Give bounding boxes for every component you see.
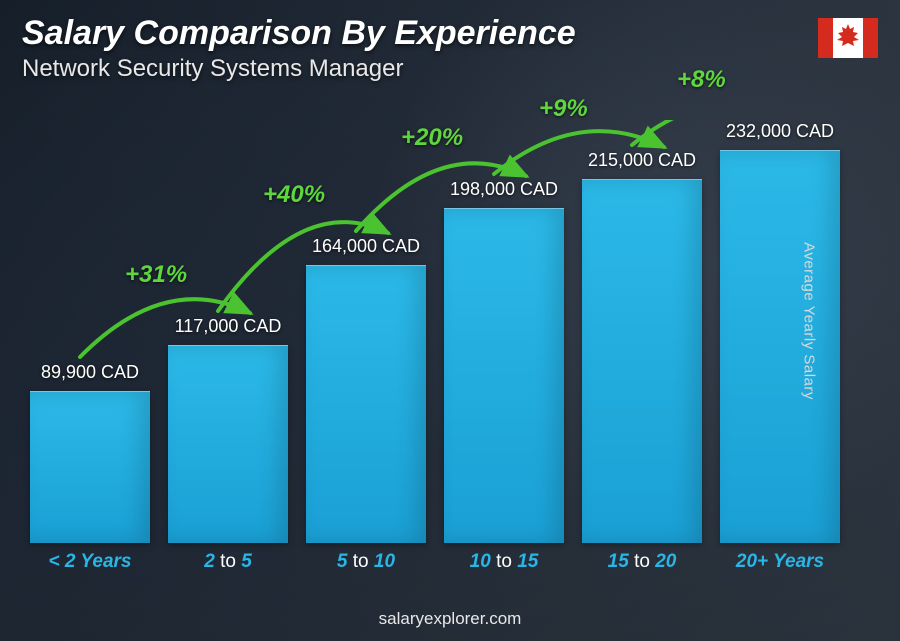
x-axis-label: 15 to 20 [582, 551, 702, 573]
header: Salary Comparison By Experience Network … [22, 14, 878, 83]
bar-slot: 117,000 CAD [168, 316, 288, 543]
bar-value-label: 117,000 CAD [175, 316, 282, 337]
bar [582, 179, 702, 543]
x-axis-label: 5 to 10 [306, 551, 426, 573]
bar-slot: 164,000 CAD [306, 236, 426, 543]
bar [444, 208, 564, 543]
x-axis-label: < 2 Years [30, 551, 150, 573]
bar-value-label: 232,000 CAD [726, 121, 834, 142]
x-axis-label: 2 to 5 [168, 551, 288, 573]
bar-value-label: 164,000 CAD [312, 236, 420, 257]
chart-area: 89,900 CAD 117,000 CAD 164,000 CAD 198,000 … [30, 120, 840, 571]
chart-title: Salary Comparison By Experience [22, 14, 878, 53]
canada-flag-icon [818, 18, 878, 58]
x-axis-labels: < 2 Years 2 to 5 5 to 10 10 to 15 15 to 20 20… [30, 551, 840, 573]
bar [306, 265, 426, 543]
bar [168, 345, 288, 543]
increase-pct-label: +8% [677, 66, 726, 94]
bar-slot: 215,000 CAD [582, 150, 702, 543]
bar-slot: 198,000 CAD [444, 179, 564, 543]
bar-slot: 89,900 CAD [30, 362, 150, 543]
increase-pct-label: +20% [401, 124, 463, 152]
increase-pct-label: +9% [539, 95, 588, 123]
increase-pct-label: +40% [263, 181, 325, 209]
footer-attribution: salaryexplorer.com [0, 609, 900, 629]
bars-container: 89,900 CAD 117,000 CAD 164,000 CAD 198,000 … [30, 120, 840, 543]
x-axis-label: 20+ Years [720, 551, 840, 573]
increase-pct-label: +31% [125, 261, 187, 289]
bar-value-label: 89,900 CAD [41, 362, 139, 383]
bar-value-label: 215,000 CAD [588, 150, 696, 171]
bar-slot: 232,000 CAD [720, 121, 840, 543]
bar [720, 150, 840, 543]
x-axis-label: 10 to 15 [444, 551, 564, 573]
bar [30, 391, 150, 543]
bar-value-label: 198,000 CAD [450, 179, 558, 200]
chart-subtitle: Network Security Systems Manager [22, 55, 878, 83]
y-axis-label: Average Yearly Salary [801, 242, 818, 400]
